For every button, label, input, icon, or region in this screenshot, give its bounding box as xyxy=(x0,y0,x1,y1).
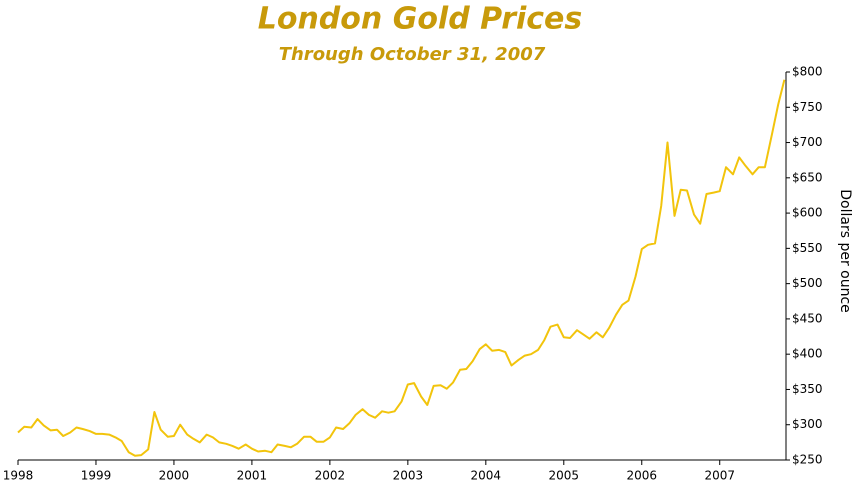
y-tick-label: $650 xyxy=(792,170,823,184)
x-tick-label: 2005 xyxy=(549,469,580,483)
y-tick-label: $300 xyxy=(792,417,823,431)
x-tick-label: 2006 xyxy=(626,469,657,483)
y-tick-label: $350 xyxy=(792,382,823,396)
y-tick-label: $600 xyxy=(792,206,823,220)
y-tick-label: $250 xyxy=(792,453,823,467)
x-tick-label: 2000 xyxy=(159,469,190,483)
x-tick-label: 2003 xyxy=(393,469,424,483)
y-tick-label: $450 xyxy=(792,311,823,325)
chart-subtitle: Through October 31, 2007 xyxy=(279,44,546,65)
y-tick-label: $800 xyxy=(792,65,823,79)
chart-title: London Gold Prices xyxy=(258,2,583,37)
x-tick-label: 2007 xyxy=(704,469,735,483)
x-tick-label: 1998 xyxy=(3,469,34,483)
y-tick-label: $750 xyxy=(792,100,823,114)
y-tick-label: $400 xyxy=(792,347,823,361)
x-tick-label: 1999 xyxy=(81,469,112,483)
y-tick-label: $700 xyxy=(792,135,823,149)
price-line xyxy=(17,79,786,457)
x-tick-label: 2004 xyxy=(471,469,502,483)
y-axis-label: Dollars per ounce xyxy=(837,189,853,313)
y-tick-label: $550 xyxy=(792,241,823,255)
x-tick-label: 2002 xyxy=(315,469,346,483)
y-tick-label: $500 xyxy=(792,276,823,290)
x-tick-label: 2001 xyxy=(237,469,268,483)
